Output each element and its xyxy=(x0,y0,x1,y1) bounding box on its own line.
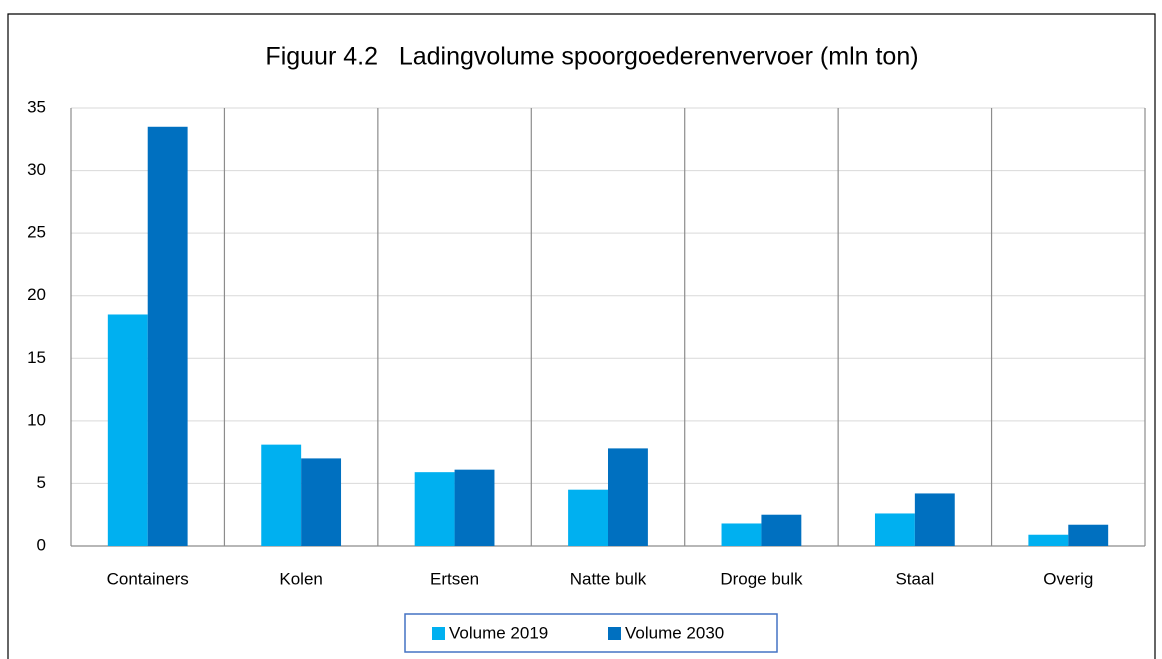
bar xyxy=(301,458,342,546)
x-tick-label: Kolen xyxy=(279,569,322,588)
bar xyxy=(874,513,915,546)
chart-title: Figuur 4.2 Ladingvolume spoorgoederenver… xyxy=(265,43,918,71)
bar xyxy=(147,126,188,547)
bar xyxy=(1068,524,1109,546)
bar xyxy=(608,448,648,546)
y-tick-label: 25 xyxy=(27,223,46,242)
bar xyxy=(914,493,955,546)
x-tick-label: Containers xyxy=(107,569,189,588)
legend-swatch xyxy=(608,627,621,640)
y-tick-label: 10 xyxy=(27,410,46,429)
x-tick-label: Ertsen xyxy=(430,569,479,588)
legend-box xyxy=(404,613,778,653)
y-tick-label: 35 xyxy=(27,97,46,116)
bar xyxy=(414,472,455,546)
y-tick-label: 15 xyxy=(27,348,46,367)
bar xyxy=(721,523,762,546)
bar xyxy=(454,469,495,546)
legend-label: Volume 2019 xyxy=(449,623,548,642)
bar xyxy=(107,314,148,546)
y-tick-label: 0 xyxy=(37,535,46,554)
y-tick-label: 30 xyxy=(27,160,46,179)
legend-swatch xyxy=(432,627,445,640)
x-tick-label: Natte bulk xyxy=(570,569,647,588)
bar xyxy=(761,514,802,546)
bar xyxy=(568,489,608,546)
x-tick-label: Overig xyxy=(1043,569,1093,588)
legend-label: Volume 2030 xyxy=(625,623,724,642)
bar xyxy=(1028,534,1069,546)
chart-frame xyxy=(7,13,1156,659)
x-tick-label: Staal xyxy=(895,569,934,588)
y-tick-label: 5 xyxy=(37,473,46,492)
y-tick-label: 20 xyxy=(27,285,46,304)
x-tick-label: Droge bulk xyxy=(720,569,803,588)
bar xyxy=(261,444,302,546)
